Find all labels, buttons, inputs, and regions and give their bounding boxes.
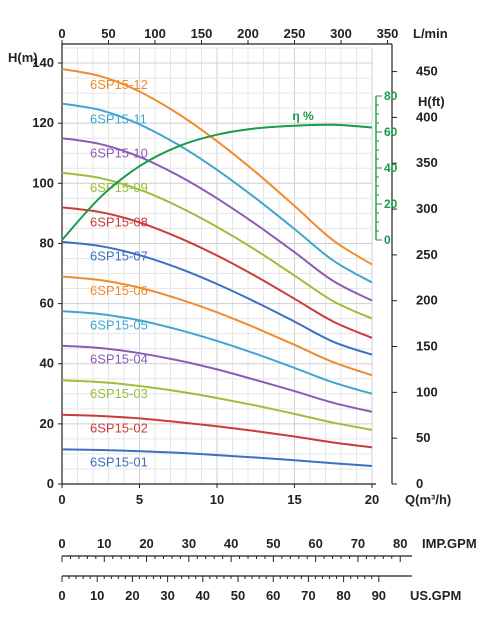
- imp-gpm-scale-tick-label: 70: [351, 536, 365, 551]
- x-top-tick-label: 300: [330, 26, 352, 41]
- x-top-tick-label: 150: [191, 26, 213, 41]
- series-label-6sp15-02: 6SP15-02: [90, 420, 148, 435]
- series-label-6sp15-04: 6SP15-04: [90, 352, 148, 367]
- y-right-tick-label: 100: [416, 384, 438, 399]
- x-top-tick-label: 200: [237, 26, 259, 41]
- series-lines: [61, 68, 373, 467]
- series-line-6sp15-01: [61, 448, 373, 467]
- efficiency-curve: [61, 123, 373, 241]
- x-bottom-tick-label: 20: [365, 492, 379, 507]
- y-left-tick-label: 20: [40, 416, 54, 431]
- us-gpm-scale-tick-label: 60: [266, 588, 280, 603]
- x-bottom-tick-label: 15: [287, 492, 301, 507]
- efficiency-curve-group: 0 20 40 60 80 η %: [61, 89, 398, 247]
- series-label-6sp15-08: 6SP15-08: [90, 214, 148, 229]
- series-line-6sp15-11: [61, 102, 373, 284]
- y-right-tick-label: 200: [416, 293, 438, 308]
- imp-gpm-scale-tick-label: 40: [224, 536, 238, 551]
- us-gpm-scale-tick-label: 80: [336, 588, 350, 603]
- x-bottom-tick-label: 5: [136, 492, 143, 507]
- y-left-tick-label: 60: [40, 296, 54, 311]
- series-line-6sp15-09: [61, 171, 373, 320]
- y-left-tick-label: 0: [47, 476, 54, 491]
- series-label-6sp15-11: 6SP15-11: [90, 111, 147, 126]
- series-label-6sp15-05: 6SP15-05: [90, 317, 148, 332]
- efficiency-tick-label: 40: [384, 161, 398, 175]
- efficiency-axis-label: η %: [292, 109, 314, 123]
- x-bottom-tick-label: 10: [210, 492, 224, 507]
- y-right-tick-label: 250: [416, 247, 438, 262]
- x-top-axis-label: L/min: [413, 26, 448, 41]
- series-line-6sp15-02: [61, 413, 373, 449]
- series-line-6sp15-10: [61, 137, 373, 302]
- imp-gpm-label: IMP.GPM: [422, 536, 477, 551]
- us-gpm-scale-tick-label: 0: [58, 588, 65, 603]
- us-gpm-scale-tick-label: 70: [301, 588, 315, 603]
- imp-gpm-scale-tick-label: 0: [58, 536, 65, 551]
- imp-gpm-scale-tick-label: 50: [266, 536, 280, 551]
- x-top-tick-label: 50: [101, 26, 115, 41]
- y-left-tick-label: 80: [40, 235, 54, 250]
- series-label-6sp15-03: 6SP15-03: [90, 386, 148, 401]
- y-left-tick-label: 40: [40, 356, 54, 371]
- series-label-6sp15-07: 6SP15-07: [90, 249, 148, 264]
- series-label-6sp15-12: 6SP15-12: [90, 77, 148, 92]
- y-left-tick-label: 120: [32, 115, 54, 130]
- conversion-scales: 0 10 20 30 40 50 60 70 80 IMP.GPM 0 10 20 30 40 50 60 70 8…: [58, 536, 476, 603]
- series-label-6sp15-01: 6SP15-01: [90, 455, 148, 470]
- y-right-tick-label: 50: [416, 430, 430, 445]
- imp-gpm-scale-tick-label: 80: [393, 536, 407, 551]
- series-label-6sp15-10: 6SP15-10: [90, 146, 148, 161]
- x-top-tick-label: 250: [284, 26, 306, 41]
- y-left-tick-label: 140: [32, 55, 54, 70]
- y-right-tick-label: 450: [416, 64, 438, 79]
- x-bottom-tick-label: 0: [58, 492, 65, 507]
- series-line-6sp15-03: [61, 379, 373, 431]
- imp-gpm-scale-tick-label: 30: [182, 536, 196, 551]
- efficiency-tick-label: 60: [384, 125, 398, 139]
- series-line-6sp15-06: [61, 275, 373, 377]
- us-gpm-scale-tick-label: 40: [196, 588, 210, 603]
- series-line-6sp15-12: [61, 68, 373, 266]
- y-right-tick-label: 400: [416, 109, 438, 124]
- us-gpm-scale-tick-label: 10: [90, 588, 104, 603]
- x-top-tick-label: 100: [144, 26, 166, 41]
- efficiency-tick-label: 80: [384, 89, 398, 103]
- y-left-tick-label: 100: [32, 175, 54, 190]
- y-right-tick-label: 350: [416, 155, 438, 170]
- imp-gpm-scale-tick-label: 20: [139, 536, 153, 551]
- us-gpm-label: US.GPM: [410, 588, 461, 603]
- series-label-6sp15-06: 6SP15-06: [90, 283, 148, 298]
- imp-gpm-scale-tick-label: 60: [308, 536, 322, 551]
- y-left-axis-label: H(m): [8, 50, 38, 65]
- us-gpm-scale-tick-label: 90: [372, 588, 386, 603]
- efficiency-tick-label: 0: [384, 233, 391, 247]
- us-gpm-scale-tick-label: 30: [160, 588, 174, 603]
- y-right-tick-label: 0: [416, 476, 423, 491]
- y-right-axis-label: H(ft): [418, 94, 445, 109]
- y-right-tick-label: 150: [416, 339, 438, 354]
- series-line-6sp15-08: [61, 206, 373, 339]
- series-labels: 6SP15-01 6SP15-02 6SP15-03 6SP15-04 6SP15-05…: [90, 77, 148, 470]
- y-right-tick-label: 300: [416, 201, 438, 216]
- efficiency-tick-label: 20: [384, 197, 398, 211]
- imp-gpm-scale-tick-label: 10: [97, 536, 111, 551]
- series-line-6sp15-05: [61, 310, 373, 395]
- series-line-6sp15-07: [61, 240, 373, 356]
- series-line-6sp15-04: [61, 344, 373, 413]
- x-top-tick-label: 350: [377, 26, 399, 41]
- us-gpm-scale-tick-label: 20: [125, 588, 139, 603]
- x-bottom-axis-label: Q(m³/h): [405, 492, 451, 507]
- x-top-tick-label: 0: [58, 26, 65, 41]
- series-label-6sp15-09: 6SP15-09: [90, 180, 148, 195]
- us-gpm-scale-tick-label: 50: [231, 588, 245, 603]
